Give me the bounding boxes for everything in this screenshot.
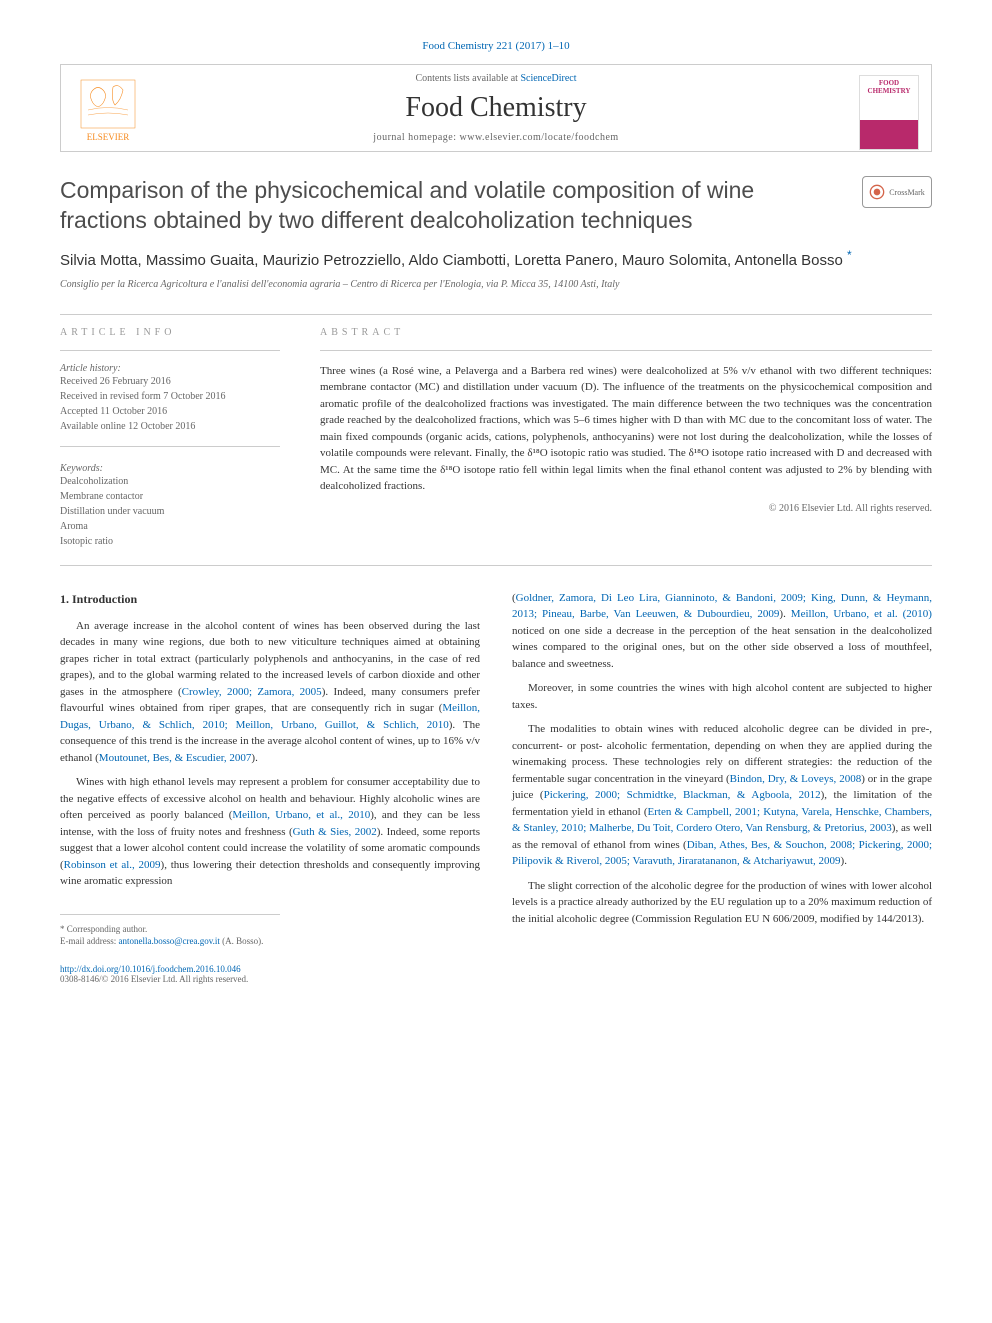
body-column-left: 1. Introduction An average increase in t… bbox=[60, 590, 480, 948]
divider bbox=[60, 314, 932, 315]
paragraph: An average increase in the alcohol conte… bbox=[60, 618, 480, 767]
journal-homepage: journal homepage: www.elsevier.com/locat… bbox=[61, 132, 931, 143]
date-revised: Received in revised form 7 October 2016 bbox=[60, 389, 280, 404]
keyword: Distillation under vacuum bbox=[60, 504, 280, 519]
citation[interactable]: Guth & Sies, 2002 bbox=[293, 826, 377, 838]
abstract-copyright: © 2016 Elsevier Ltd. All rights reserved… bbox=[320, 503, 932, 514]
elsevier-logo: ELSEVIER bbox=[73, 75, 143, 145]
citation[interactable]: Crowley, 2000; Zamora, 2005 bbox=[182, 686, 322, 698]
paragraph: Wines with high ethanol levels may repre… bbox=[60, 774, 480, 890]
divider bbox=[320, 350, 932, 351]
keywords-label: Keywords: bbox=[60, 463, 280, 474]
journal-cover-thumbnail: FOOD CHEMISTRY bbox=[859, 75, 919, 150]
corresponding-marker: * bbox=[847, 248, 852, 262]
footnote-separator bbox=[60, 914, 280, 915]
sciencedirect-link[interactable]: ScienceDirect bbox=[520, 73, 576, 84]
section-heading: 1. Introduction bbox=[60, 590, 480, 608]
doi-link[interactable]: http://dx.doi.org/10.1016/j.foodchem.201… bbox=[60, 964, 241, 974]
keyword: Membrane contactor bbox=[60, 489, 280, 504]
paragraph: The modalities to obtain wines with redu… bbox=[512, 721, 932, 870]
citation[interactable]: Meillon, Urbano, et al. (2010) bbox=[791, 608, 932, 620]
journal-reference: Food Chemistry 221 (2017) 1–10 bbox=[60, 40, 932, 52]
email-link[interactable]: antonella.bosso@crea.gov.it bbox=[118, 936, 219, 946]
body-column-right: (Goldner, Zamora, Di Leo Lira, Gianninot… bbox=[512, 590, 932, 948]
article-title: Comparison of the physicochemical and vo… bbox=[60, 176, 846, 236]
journal-header-box: ELSEVIER FOOD CHEMISTRY Contents lists a… bbox=[60, 64, 932, 152]
issn-line: 0308-8146/© 2016 Elsevier Ltd. All right… bbox=[60, 974, 248, 984]
abstract-column: ABSTRACT Three wines (a Rosé wine, a Pel… bbox=[320, 327, 932, 549]
paragraph: (Goldner, Zamora, Di Leo Lira, Gianninot… bbox=[512, 590, 932, 673]
divider bbox=[60, 350, 280, 351]
history-label: Article history: bbox=[60, 363, 280, 374]
citation[interactable]: Meillon, Urbano, et al., 2010 bbox=[232, 809, 370, 821]
date-accepted: Accepted 11 October 2016 bbox=[60, 404, 280, 419]
affiliation: Consiglio per la Ricerca Agricoltura e l… bbox=[60, 279, 932, 290]
citation[interactable]: Moutounet, Bes, & Escudier, 2007 bbox=[99, 752, 252, 764]
divider bbox=[60, 565, 932, 566]
citation[interactable]: Robinson et al., 2009 bbox=[64, 859, 161, 871]
divider bbox=[60, 446, 280, 447]
paragraph: The slight correction of the alcoholic d… bbox=[512, 878, 932, 928]
keyword: Dealcoholization bbox=[60, 474, 280, 489]
abstract-header: ABSTRACT bbox=[320, 327, 932, 338]
doi-footer: http://dx.doi.org/10.1016/j.foodchem.201… bbox=[60, 964, 932, 984]
date-received: Received 26 February 2016 bbox=[60, 374, 280, 389]
contents-line: Contents lists available at ScienceDirec… bbox=[61, 73, 931, 84]
journal-name: Food Chemistry bbox=[61, 92, 931, 124]
svg-text:ELSEVIER: ELSEVIER bbox=[87, 132, 130, 142]
author-list: Silvia Motta, Massimo Guaita, Maurizio P… bbox=[60, 248, 932, 269]
citation[interactable]: Pickering, 2000; Schmidtke, Blackman, & … bbox=[544, 789, 821, 801]
paragraph: Moreover, in some countries the wines wi… bbox=[512, 680, 932, 713]
abstract-text: Three wines (a Rosé wine, a Pelaverga an… bbox=[320, 363, 932, 495]
corresponding-footnote: * Corresponding author. E-mail address: … bbox=[60, 923, 480, 948]
crossmark-badge[interactable]: CrossMark bbox=[862, 176, 932, 208]
date-online: Available online 12 October 2016 bbox=[60, 419, 280, 434]
article-info-header: ARTICLE INFO bbox=[60, 327, 280, 338]
keyword: Aroma bbox=[60, 519, 280, 534]
crossmark-icon bbox=[869, 184, 885, 200]
article-info-column: ARTICLE INFO Article history: Received 2… bbox=[60, 327, 280, 549]
citation[interactable]: Bindon, Dry, & Loveys, 2008 bbox=[730, 773, 862, 785]
keyword: Isotopic ratio bbox=[60, 534, 280, 549]
